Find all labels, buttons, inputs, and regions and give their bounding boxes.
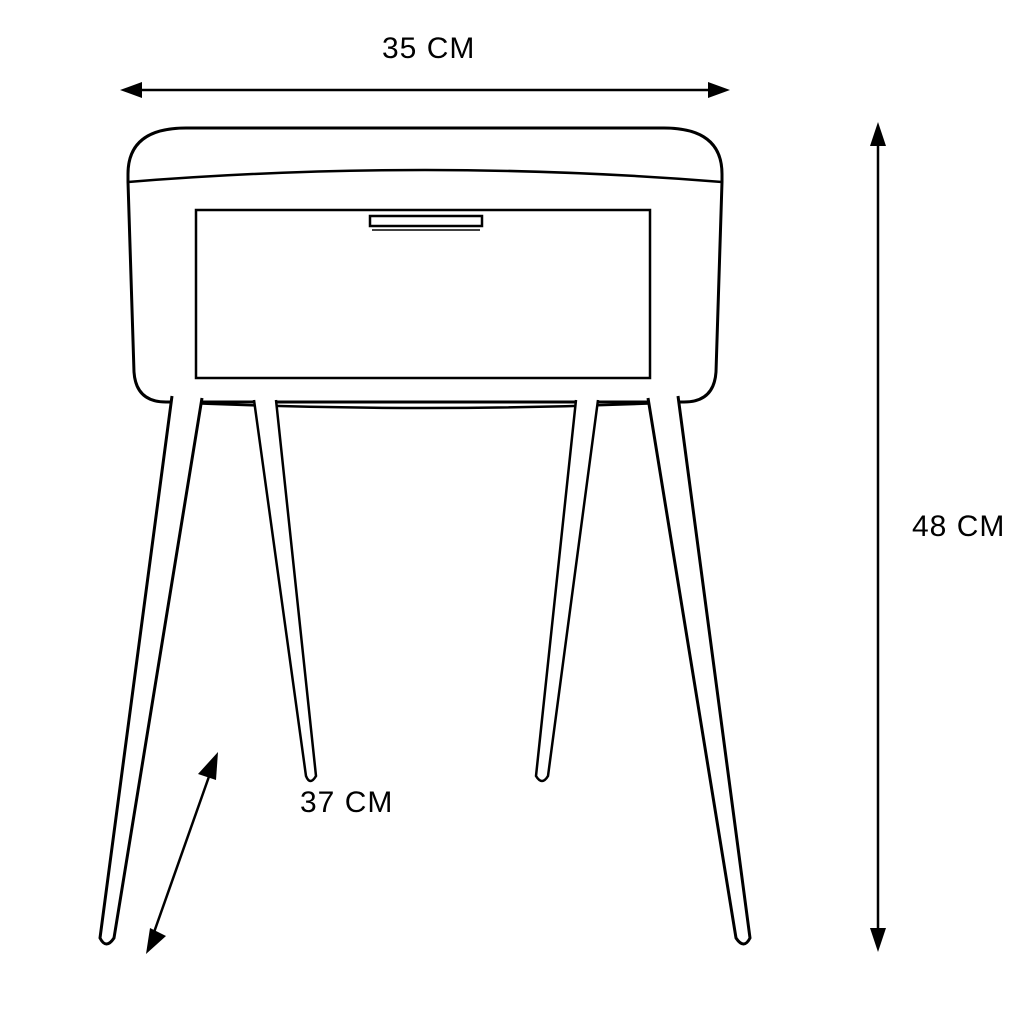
- depth-dimension-arrow: [146, 752, 218, 954]
- drawing-svg: [0, 0, 1024, 1024]
- height-dimension-arrow: [870, 122, 886, 952]
- drawer-front: [196, 210, 650, 378]
- table-top-outline: [128, 128, 722, 182]
- table-top-front-edge: [128, 170, 722, 182]
- leg-back-right: [536, 400, 598, 781]
- drawer-handle: [370, 216, 482, 226]
- leg-front-right: [648, 396, 750, 944]
- depth-label: 37 CM: [300, 786, 393, 820]
- dimension-diagram: 35 CM 48 CM 37 CM: [0, 0, 1024, 1024]
- leg-back-left: [254, 400, 316, 781]
- width-label: 35 CM: [382, 32, 475, 66]
- height-label: 48 CM: [912, 510, 1005, 544]
- leg-front-left: [100, 396, 202, 944]
- width-dimension-arrow: [120, 82, 730, 98]
